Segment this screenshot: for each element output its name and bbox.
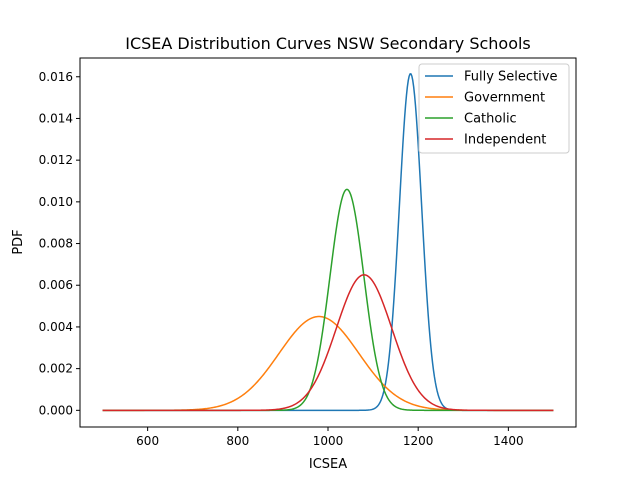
legend-label-government: Government (464, 91, 545, 106)
y-tick-label: 0.006 (39, 278, 73, 292)
legend-label-fully-selective: Fully Selective (464, 70, 557, 85)
y-tick-label: 0.012 (39, 153, 73, 167)
x-axis-label: ICSEA (309, 457, 347, 472)
x-tick-label: 1400 (493, 434, 524, 448)
y-tick-label: 0.000 (39, 403, 73, 417)
x-tick-label: 1200 (403, 434, 434, 448)
y-tick-label: 0.010 (39, 195, 73, 209)
y-tick-label: 0.014 (39, 111, 73, 125)
chart-title: ICSEA Distribution Curves NSW Secondary … (125, 34, 531, 53)
legend: Fully Selective Government Catholic Indepen… (418, 63, 570, 154)
x-tick-label: 1000 (313, 434, 344, 448)
series-line-independent (102, 274, 554, 412)
y-tick-label: 0.016 (39, 70, 73, 84)
y-axis: 0.000 0.002 0.004 0.006 0.008 0.010 0.012 0.014… (39, 70, 80, 417)
x-tick-label: 600 (136, 434, 159, 448)
y-tick-label: 0.002 (39, 362, 73, 376)
series-layer (102, 73, 554, 412)
y-axis-label: PDF (11, 229, 26, 254)
legend-label-catholic: Catholic (464, 112, 517, 127)
legend-label-independent: Independent (464, 133, 546, 148)
x-tick-label: 800 (226, 434, 249, 448)
x-axis: 600 800 1000 1200 1400 (136, 427, 524, 448)
plot-area: 600 800 1000 1200 1400 0.0000.0020.0040.0060… (39, 57, 577, 448)
legend-frame (418, 63, 570, 154)
y-tick-label: 0.004 (39, 320, 73, 334)
y-tick-label: 0.008 (39, 237, 73, 251)
